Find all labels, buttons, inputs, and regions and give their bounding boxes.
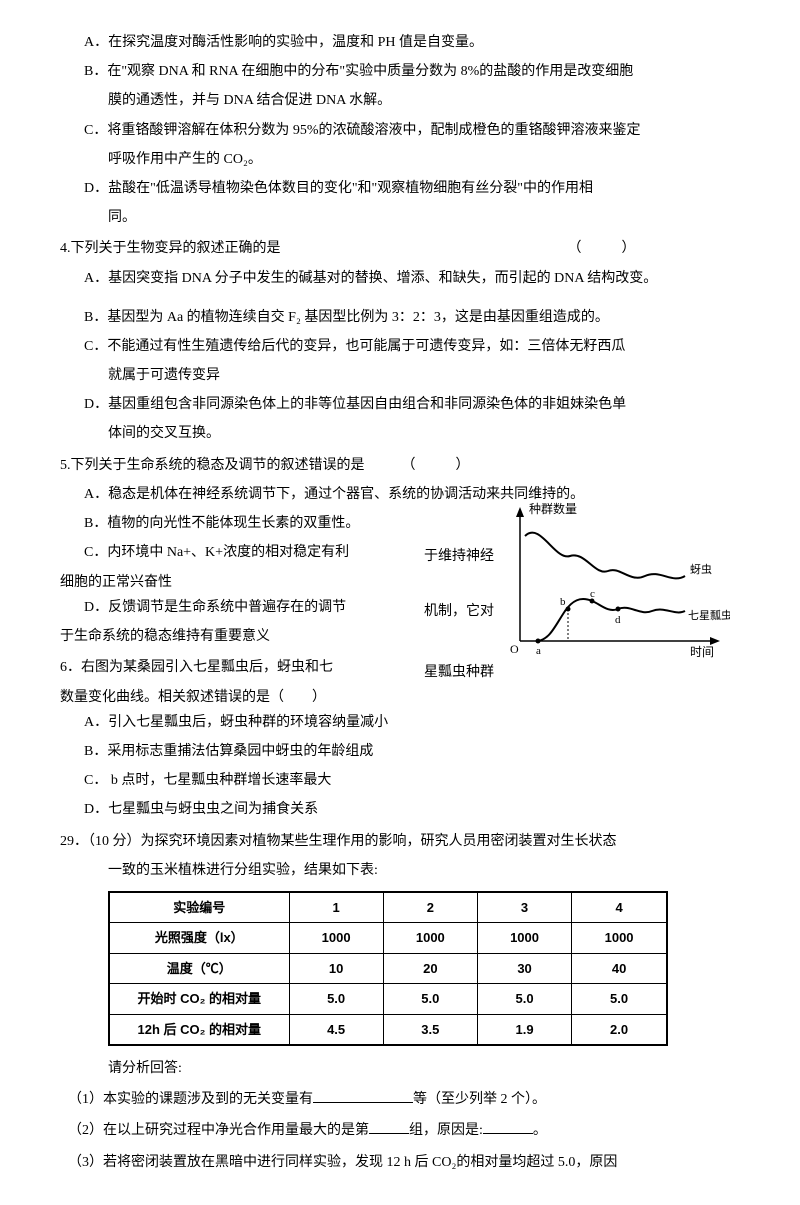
- chart-series1: 蚜虫: [690, 562, 712, 576]
- q6-option-c: C． b 点时，七星瓢虫种群增长速率最大: [60, 768, 740, 793]
- table-header: 1: [289, 892, 383, 923]
- chart-point-a: a: [536, 645, 541, 657]
- q5-d-pre: D．反馈调节是生命系统中普遍存在的调节: [84, 600, 346, 615]
- q3-option-b-cont: 膜的通透性，并与 DNA 结合促进 DNA 水解。: [60, 88, 740, 113]
- q3-option-a: A．在探究温度对酶活性影响的实验中，温度和 PH 值是自变量。: [60, 30, 740, 55]
- q3-option-c-cont: 呼吸作用中产生的 CO₂。: [60, 147, 740, 172]
- q4-option-d: D．基因重组包含非同源染色体上的非等位基因自由组合和非同源染色体的非姐妹染色单: [60, 392, 740, 417]
- table-row: 温度（℃） 10 20 30 40: [109, 953, 667, 983]
- table-cell: 1000: [289, 923, 383, 953]
- q29-s1-pre: （1）本实验的课题涉及到的无关变量有: [68, 1092, 313, 1107]
- chart-xlabel: 时间: [690, 645, 714, 659]
- table-cell: 12h 后 CO₂ 的相对量: [109, 1014, 289, 1045]
- q4-option-d-cont: 体间的交叉互换。: [60, 421, 740, 446]
- q29-sub1: （1）本实验的课题涉及到的无关变量有 等（至少列举 2 个）。: [60, 1087, 740, 1112]
- chart-point-c: c: [590, 588, 595, 600]
- chart-series2: 七星瓢虫: [688, 609, 730, 622]
- q29-sub2: （2）在以上研究过程中净光合作用量最大的是第 组，原因是: 。: [60, 1118, 740, 1143]
- table-header: 实验编号: [109, 892, 289, 923]
- q5-d-post: 机制，它对: [424, 604, 494, 619]
- q29-s1-post: 等（至少列举 2 个）。: [413, 1092, 546, 1107]
- table-cell: 3.5: [383, 1014, 477, 1045]
- q5-c-pre: C．内环境中 Na+、K+浓度的相对稳定有利: [84, 545, 349, 560]
- population-chart: 种群数量 时间 蚜虫 七星瓢虫 O a b c d: [500, 501, 730, 670]
- experiment-table-wrap: 实验编号 1 2 3 4 光照强度（lx） 1000 1000 1000 100…: [60, 891, 740, 1046]
- table-header: 3: [477, 892, 571, 923]
- table-cell: 40: [572, 953, 667, 983]
- experiment-table: 实验编号 1 2 3 4 光照强度（lx） 1000 1000 1000 100…: [108, 891, 668, 1046]
- q29-stem: 29．（10 分）为探究环境因素对植物某些生理作用的影响，研究人员用密闭装置对生…: [60, 829, 740, 854]
- table-row: 12h 后 CO₂ 的相对量 4.5 3.5 1.9 2.0: [109, 1014, 667, 1045]
- table-cell: 4.5: [289, 1014, 383, 1045]
- q4-paren: （ ）: [568, 241, 640, 256]
- q29-stem-cont: 一致的玉米植株进行分组实验，结果如下表:: [60, 858, 740, 883]
- blank: [483, 1120, 533, 1134]
- table-header-row: 实验编号 1 2 3 4: [109, 892, 667, 923]
- q6-option-b: B．采用标志重捕法估算桑园中蚜虫的年龄组成: [60, 739, 740, 764]
- q5-paren: （ ）: [402, 458, 474, 473]
- q4-stem-text: 4.下列关于生物变异的叙述正确的是: [60, 241, 281, 256]
- table-header: 2: [383, 892, 477, 923]
- table-cell: 5.0: [477, 984, 571, 1014]
- q6-stem-pre: 6．右图为某桑园引入七星瓢虫后，蚜虫和七: [60, 660, 333, 675]
- chart-origin: O: [510, 642, 519, 656]
- table-cell: 1000: [477, 923, 571, 953]
- q4-option-c: C．不能通过有性生殖遗传给后代的变异，也可能属于可遗传变异，如：三倍体无籽西瓜: [60, 334, 740, 359]
- table-cell: 1000: [572, 923, 667, 953]
- q3-option-d: D．盐酸在"低温诱导植物染色体数目的变化"和"观察植物细胞有丝分裂"中的作用相: [60, 176, 740, 201]
- table-cell: 5.0: [289, 984, 383, 1014]
- table-cell: 20: [383, 953, 477, 983]
- table-cell: 光照强度（lx）: [109, 923, 289, 953]
- q4-option-a: A．基因突变指 DNA 分子中发生的碱基对的替换、增添、和缺失，而引起的 DNA…: [60, 266, 740, 291]
- chart-point-d: d: [615, 614, 621, 626]
- q6-stem-post: 星瓢虫种群: [424, 665, 494, 680]
- q29-sub3: （3）若将密闭装置放在黑暗中进行同样实验，发现 12 h 后 CO₂的相对量均超…: [60, 1150, 740, 1175]
- table-cell: 温度（℃）: [109, 953, 289, 983]
- q4-stem: 4.下列关于生物变异的叙述正确的是 （ ）: [60, 236, 740, 261]
- table-cell: 2.0: [572, 1014, 667, 1045]
- q5-c-post: 于维持神经: [424, 549, 494, 564]
- q6-option-a: A．引入七星瓢虫后，蚜虫种群的环境容纳量减小: [60, 710, 740, 735]
- q29-s2-post: 。: [533, 1123, 547, 1138]
- q6-option-d: D．七星瓢虫与蚜虫虫之间为捕食关系: [60, 797, 740, 822]
- q29-s2-mid: 组，原因是:: [409, 1123, 483, 1138]
- q6-stem-cont: 数量变化曲线。相关叙述错误的是（ ）: [60, 685, 740, 710]
- blank: [313, 1089, 413, 1103]
- table-cell: 开始时 CO₂ 的相对量: [109, 984, 289, 1014]
- chart-svg: 种群数量 时间 蚜虫 七星瓢虫 O a b c d: [500, 501, 730, 661]
- q4-option-b: B．基因型为 Aa 的植物连续自交 F₂ 基因型比例为 3：2：3，这是由基因重…: [60, 305, 740, 330]
- table-cell: 5.0: [572, 984, 667, 1014]
- table-cell: 1000: [383, 923, 477, 953]
- q29-analyze: 请分析回答:: [60, 1056, 740, 1081]
- q3-option-c: C．将重铬酸钾溶解在体积分数为 95%的浓硫酸溶液中，配制成橙色的重铬酸钾溶液来…: [60, 118, 740, 143]
- chart-point-b: b: [560, 596, 566, 608]
- table-row: 光照强度（lx） 1000 1000 1000 1000: [109, 923, 667, 953]
- blank: [369, 1120, 409, 1134]
- q5-stem: 5.下列关于生命系统的稳态及调节的叙述错误的是 （ ）: [60, 453, 740, 478]
- table-header: 4: [572, 892, 667, 923]
- table-cell: 30: [477, 953, 571, 983]
- q4-option-c-cont: 就属于可遗传变异: [60, 363, 740, 388]
- table-row: 开始时 CO₂ 的相对量 5.0 5.0 5.0 5.0: [109, 984, 667, 1014]
- table-cell: 10: [289, 953, 383, 983]
- q5-stem-text: 5.下列关于生命系统的稳态及调节的叙述错误的是: [60, 458, 365, 473]
- q3-option-d-cont: 同。: [60, 205, 740, 230]
- table-cell: 5.0: [383, 984, 477, 1014]
- table-cell: 1.9: [477, 1014, 571, 1045]
- q29-s2-pre: （2）在以上研究过程中净光合作用量最大的是第: [68, 1123, 369, 1138]
- q3-option-b: B．在"观察 DNA 和 RNA 在细胞中的分布"实验中质量分数为 8%的盐酸的…: [60, 59, 740, 84]
